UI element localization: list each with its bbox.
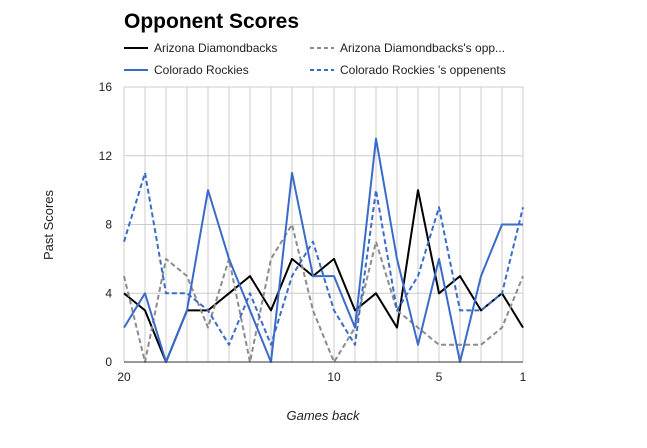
y-tick-label: 16 bbox=[99, 80, 113, 94]
series-line-4 bbox=[123, 171, 524, 346]
series-line-3 bbox=[123, 137, 523, 363]
y-tick-label: 12 bbox=[99, 149, 113, 163]
legend-label: Arizona Diamondbacks's opp... bbox=[340, 41, 505, 55]
gridlines bbox=[123, 86, 524, 362]
y-axis-ticks: 0 4 8 12 16 bbox=[99, 80, 113, 369]
y-tick-label: 8 bbox=[105, 218, 112, 232]
chart-title: Opponent Scores bbox=[124, 10, 299, 33]
series-line-2 bbox=[123, 223, 524, 363]
x-tick-label: 20 bbox=[117, 370, 131, 384]
x-axis-ticks: 20 10 5 1 bbox=[117, 370, 526, 384]
y-tick-label: 0 bbox=[105, 355, 112, 369]
y-tick-label: 4 bbox=[105, 286, 112, 300]
y-axis-title: Past Scores bbox=[41, 189, 56, 260]
series-line-1 bbox=[123, 189, 524, 363]
x-axis-title: Games back bbox=[287, 408, 361, 423]
x-tick-label: 10 bbox=[327, 370, 341, 384]
x-tick-label: 1 bbox=[520, 370, 527, 384]
series-lines bbox=[123, 137, 524, 363]
x-tick-label: 5 bbox=[436, 370, 443, 384]
legend-label: Colorado Rockies bbox=[154, 63, 249, 77]
legend: Arizona Diamondbacks Arizona Diamondbacks… bbox=[124, 41, 506, 77]
legend-label: Colorado Rockies 's oppenents bbox=[340, 63, 506, 77]
legend-label: Arizona Diamondbacks bbox=[154, 41, 277, 55]
